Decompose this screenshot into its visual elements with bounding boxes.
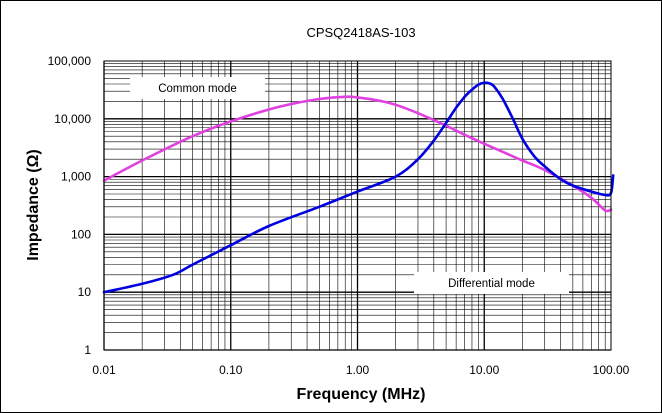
x-tick-label: 0.01 [92,363,116,377]
y-tick-label: 100 [71,227,91,241]
y-tick-label: 10,000 [54,112,91,126]
plot-border [103,60,612,351]
x-tick-label: 0.10 [219,363,243,377]
y-tick-label: 100,000 [48,54,92,68]
series-lines [102,81,615,294]
x-tick-labels: 0.01 0.10 1.00 10.00 100.00 [92,363,629,377]
annotation-common-mode: Common mode [158,83,237,95]
annotations: Common mode Differential mode [130,77,569,294]
x-tick-label: 1.00 [346,363,370,377]
annotation-common-mode-box [130,77,265,99]
y-tick-label: 10 [78,285,92,299]
x-tick-label: 100.00 [593,363,630,377]
y-tick-label: 1 [84,343,91,357]
annotation-differential-mode: Differential mode [448,278,535,290]
chart-title: CPSQ2418AS-103 [306,25,415,40]
y-tick-label: 1,000 [61,170,91,184]
y-axis-label: Impedance (Ω) [25,149,42,261]
y-tick-labels: 1 10 100 1,000 10,000 100,000 [48,54,92,357]
series-line-differential-mode [102,81,615,294]
x-axis-label: Frequency (MHz) [297,386,426,403]
annotation-differential-mode-box [414,272,569,294]
x-tick-label: 10.00 [469,363,499,377]
